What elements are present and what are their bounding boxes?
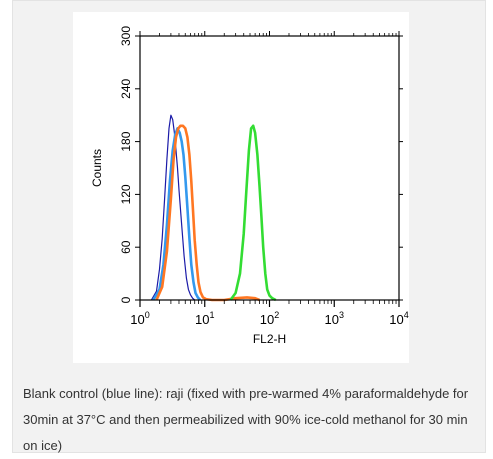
y-tick-label: 240 xyxy=(119,78,133,98)
histogram-series-4 xyxy=(229,124,277,302)
x-tick-label: 104 xyxy=(389,310,408,327)
x-tick-label: 102 xyxy=(260,310,279,327)
y-tick-label: 0 xyxy=(119,296,133,303)
histogram-panel: 0 60 120 180 240 300 100 101 102 103 104 FL2-H Count… xyxy=(73,12,409,363)
figure-card: 0 60 120 180 240 300 100 101 102 103 104 FL2-H Count… xyxy=(12,0,486,453)
histogram-series-2 xyxy=(152,127,202,301)
y-tick-label: 300 xyxy=(119,26,133,46)
x-axis-label: FL2-H xyxy=(253,332,286,346)
plot-frame xyxy=(139,35,400,301)
figure-caption: Blank control (blue line): raji (fixed w… xyxy=(23,386,469,453)
y-tick-label: 120 xyxy=(119,184,133,204)
x-tick-label: 100 xyxy=(130,310,149,327)
y-tick-label: 60 xyxy=(119,240,133,254)
y-axis-label: Counts xyxy=(90,149,104,187)
x-tick-label: 101 xyxy=(195,310,214,327)
y-tick-label: 180 xyxy=(119,131,133,151)
flow-cytometry-histogram: 0 60 120 180 240 300 100 101 102 103 104 FL2-H Count… xyxy=(90,26,409,346)
x-tick-label: 103 xyxy=(325,310,344,327)
